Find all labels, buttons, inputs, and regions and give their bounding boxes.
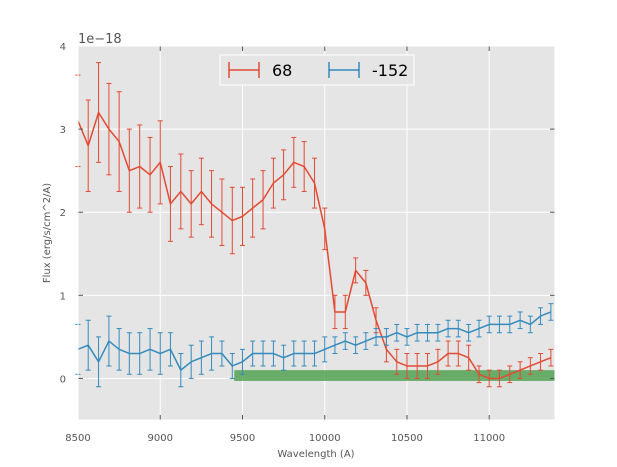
series-68 [75,62,554,388]
x-tick-label-8500: 8500 [65,433,90,444]
legend-label-neg152: -152 [372,61,408,80]
wavelength-band-layer [234,370,556,381]
x-tick-label-10000: 10000 [309,433,341,444]
series-layer [75,62,554,388]
x-tick-label-11000: 11000 [473,433,505,444]
series-line-68 [77,111,552,380]
axis-ticks: 8500 9000 9500 10000 10500 11000 0 1 2 3 4 [60,42,556,444]
y-tick-label-3: 3 [60,125,66,136]
legend-entry-68: 68 [228,61,292,80]
y-tick-label-1: 1 [60,291,66,302]
y-tick-label-2: 2 [60,208,66,219]
series-line-neg152 [77,311,552,371]
y-tick-label-4: 4 [60,42,66,53]
x-axis-label: Wavelength (A) [277,449,354,460]
legend-entry-neg152: -152 [328,61,408,80]
x-tick-label-9500: 9500 [230,433,255,444]
y-axis-label: Flux (erg/s/cm^2/A) [42,183,53,283]
series-neg152 [75,303,554,388]
y-tick-label-0: 0 [60,374,66,385]
x-tick-label-9000: 9000 [148,433,173,444]
green-wavelength-band [234,370,556,381]
plot-area [78,46,555,420]
legend-label-68: 68 [272,61,292,80]
legend: 68 -152 [219,54,415,86]
x-tick-label-10500: 10500 [391,433,423,444]
y-offset-label: 1e−18 [78,32,122,47]
plot-frame [77,45,556,421]
